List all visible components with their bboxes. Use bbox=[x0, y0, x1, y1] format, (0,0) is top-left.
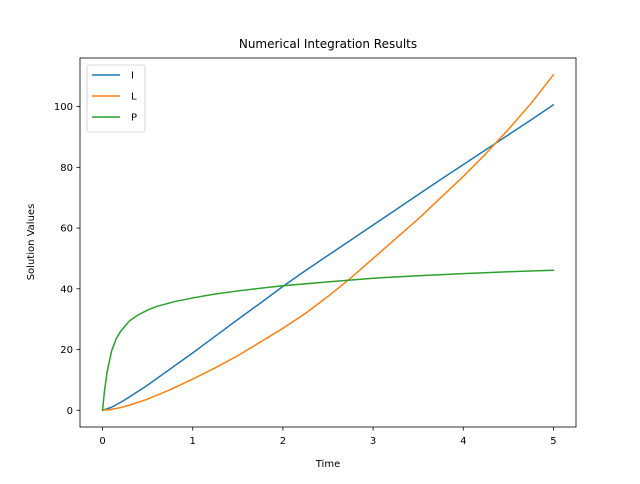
y-axis-label: Solution Values bbox=[26, 204, 37, 281]
y-axis-ticks: 0 20 40 60 80 100 bbox=[54, 102, 80, 417]
axes-frame bbox=[79, 57, 577, 428]
x-axis-ticks: 0 1 2 3 4 5 bbox=[99, 427, 557, 447]
legend-label-i: I bbox=[131, 71, 134, 82]
legend-label-p: P bbox=[131, 113, 137, 124]
legend: ILP bbox=[86, 64, 146, 133]
legend-label-l: L bbox=[131, 92, 137, 103]
x-tick-label: 3 bbox=[370, 436, 376, 447]
x-tick-label: 4 bbox=[460, 436, 466, 447]
y-tick-label: 80 bbox=[60, 163, 73, 174]
x-tick-label: 2 bbox=[280, 436, 286, 447]
chart-title: Numerical Integration Results bbox=[239, 37, 417, 51]
series-line-l bbox=[101, 73, 555, 412]
x-tick-label: 0 bbox=[99, 436, 105, 447]
series-line-p bbox=[101, 269, 555, 412]
series-line-i bbox=[101, 104, 555, 412]
x-axis-label: Time bbox=[315, 459, 340, 470]
x-tick-label: 5 bbox=[550, 436, 556, 447]
y-tick-label: 60 bbox=[60, 224, 73, 235]
x-tick-label: 1 bbox=[190, 436, 196, 447]
plot-area bbox=[101, 73, 555, 412]
legend-box bbox=[86, 64, 146, 133]
y-tick-label: 40 bbox=[60, 284, 73, 295]
y-tick-label: 100 bbox=[54, 102, 73, 113]
y-tick-label: 20 bbox=[60, 345, 73, 356]
y-tick-label: 0 bbox=[67, 406, 73, 417]
